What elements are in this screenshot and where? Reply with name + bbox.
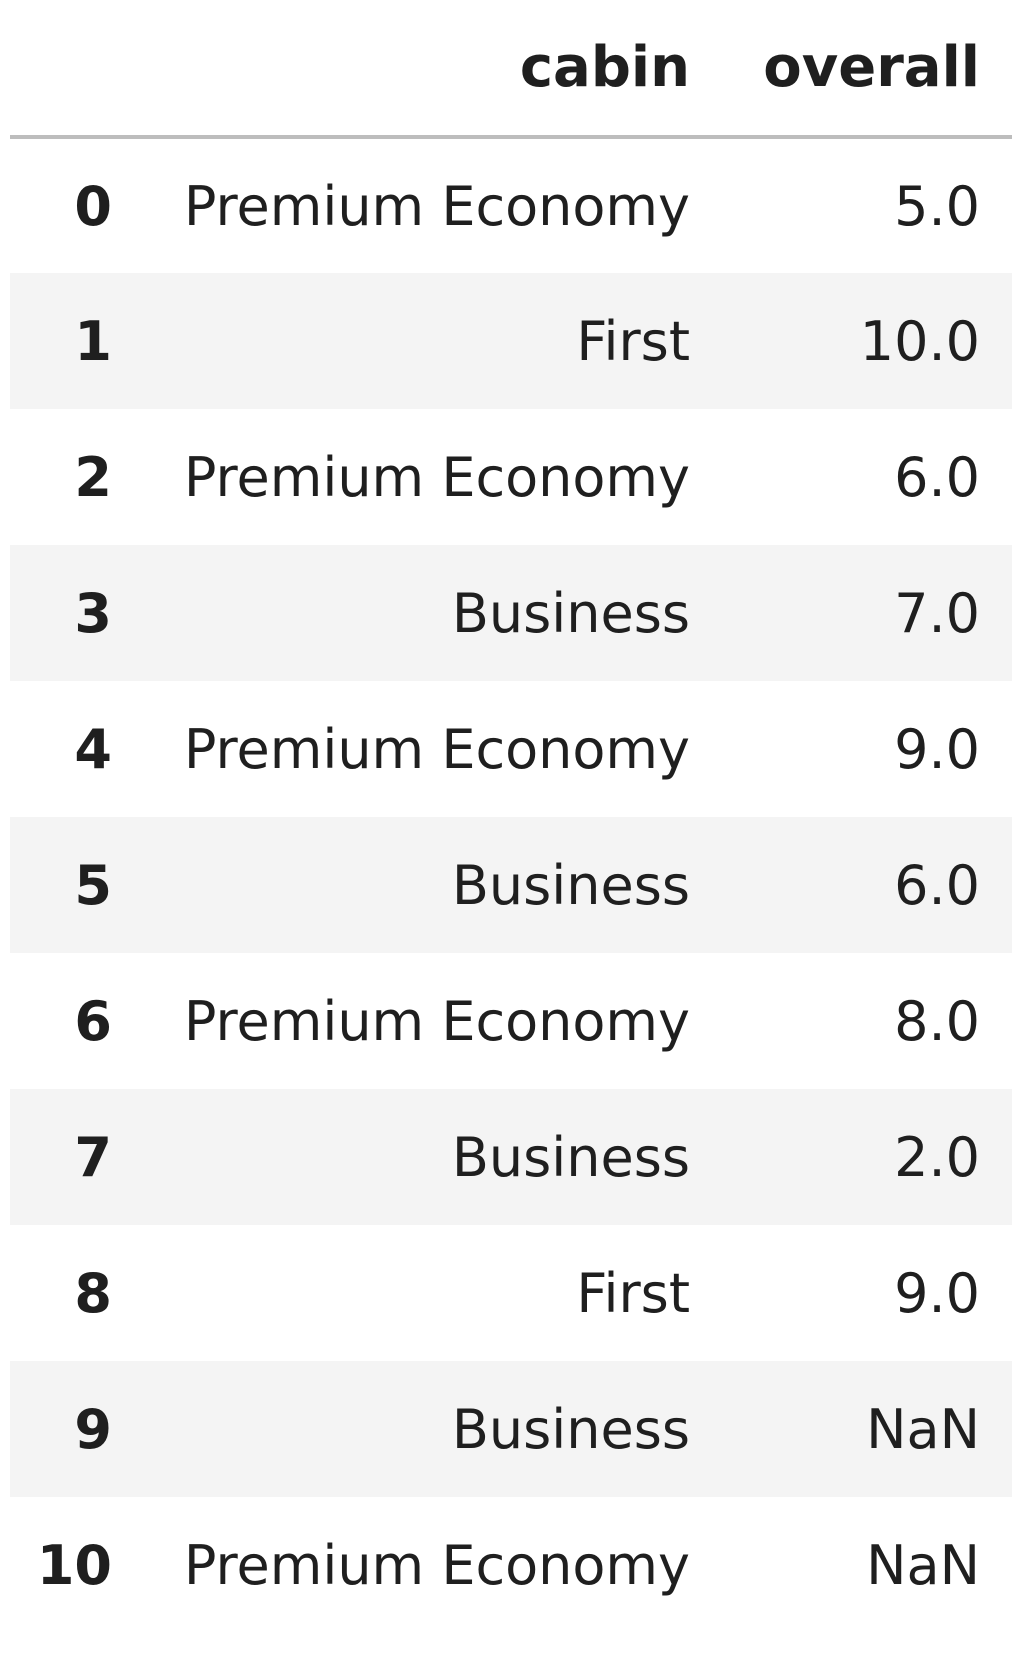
overall-cell: 9.0	[894, 717, 980, 781]
row-index: 3	[74, 581, 112, 645]
overall-cell: 6.0	[894, 445, 980, 509]
overall-cell: 8.0	[894, 989, 980, 1053]
cabin-cell: Business	[451, 1397, 690, 1461]
overall-cell: NaN	[866, 1533, 980, 1597]
overall-cell: 9.0	[894, 1261, 980, 1325]
row-index: 6	[74, 989, 112, 1053]
cabin-cell: First	[576, 1261, 690, 1325]
overall-cell: 5.0	[894, 174, 980, 238]
column-header-overall: overall	[722, 0, 1012, 139]
cabin-cell: Business	[451, 853, 690, 917]
row-index: 7	[74, 1125, 112, 1189]
overall-cell: NaN	[866, 1397, 980, 1461]
column-header-cabin: cabin	[120, 0, 722, 139]
cabin-cell: Business	[451, 1125, 690, 1189]
dataframe-table: cabin overall 0 Premium Economy 5.0 1 Fi…	[10, 0, 1012, 1633]
table-row: 10 Premium Economy NaN	[10, 1497, 1012, 1633]
cabin-cell: Business	[451, 581, 690, 645]
table-row: 0 Premium Economy 5.0	[10, 137, 1012, 273]
row-index: 4	[74, 717, 112, 781]
table-row: 6 Premium Economy 8.0	[10, 953, 1012, 1089]
cabin-cell: Premium Economy	[183, 445, 690, 509]
table-row: 1 First 10.0	[10, 273, 1012, 409]
cabin-cell: Premium Economy	[183, 989, 690, 1053]
table-row: 3 Business 7.0	[10, 545, 1012, 681]
cabin-cell: Premium Economy	[183, 1533, 690, 1597]
table-row: 2 Premium Economy 6.0	[10, 409, 1012, 545]
table-body: 0 Premium Economy 5.0 1 First 10.0 2 Pre…	[10, 137, 1012, 1633]
index-header	[10, 0, 120, 139]
table-row: 4 Premium Economy 9.0	[10, 681, 1012, 817]
overall-cell: 7.0	[894, 581, 980, 645]
row-index: 1	[74, 309, 112, 373]
cabin-cell: Premium Economy	[183, 174, 690, 238]
row-index: 9	[74, 1397, 112, 1461]
table-row: 7 Business 2.0	[10, 1089, 1012, 1225]
cabin-cell: First	[576, 309, 690, 373]
overall-cell: 2.0	[894, 1125, 980, 1189]
row-index: 10	[36, 1533, 112, 1597]
header-row: cabin overall	[10, 0, 1012, 139]
overall-cell: 6.0	[894, 853, 980, 917]
table-row: 8 First 9.0	[10, 1225, 1012, 1361]
row-index: 8	[74, 1261, 112, 1325]
dataframe-container: cabin overall 0 Premium Economy 5.0 1 Fi…	[10, 0, 1012, 1633]
table-row: 5 Business 6.0	[10, 817, 1012, 953]
row-index: 5	[74, 853, 112, 917]
overall-cell: 10.0	[859, 309, 980, 373]
table-row: 9 Business NaN	[10, 1361, 1012, 1497]
cabin-cell: Premium Economy	[183, 717, 690, 781]
table-header: cabin overall	[10, 0, 1012, 139]
row-index: 0	[74, 174, 112, 238]
row-index: 2	[74, 445, 112, 509]
